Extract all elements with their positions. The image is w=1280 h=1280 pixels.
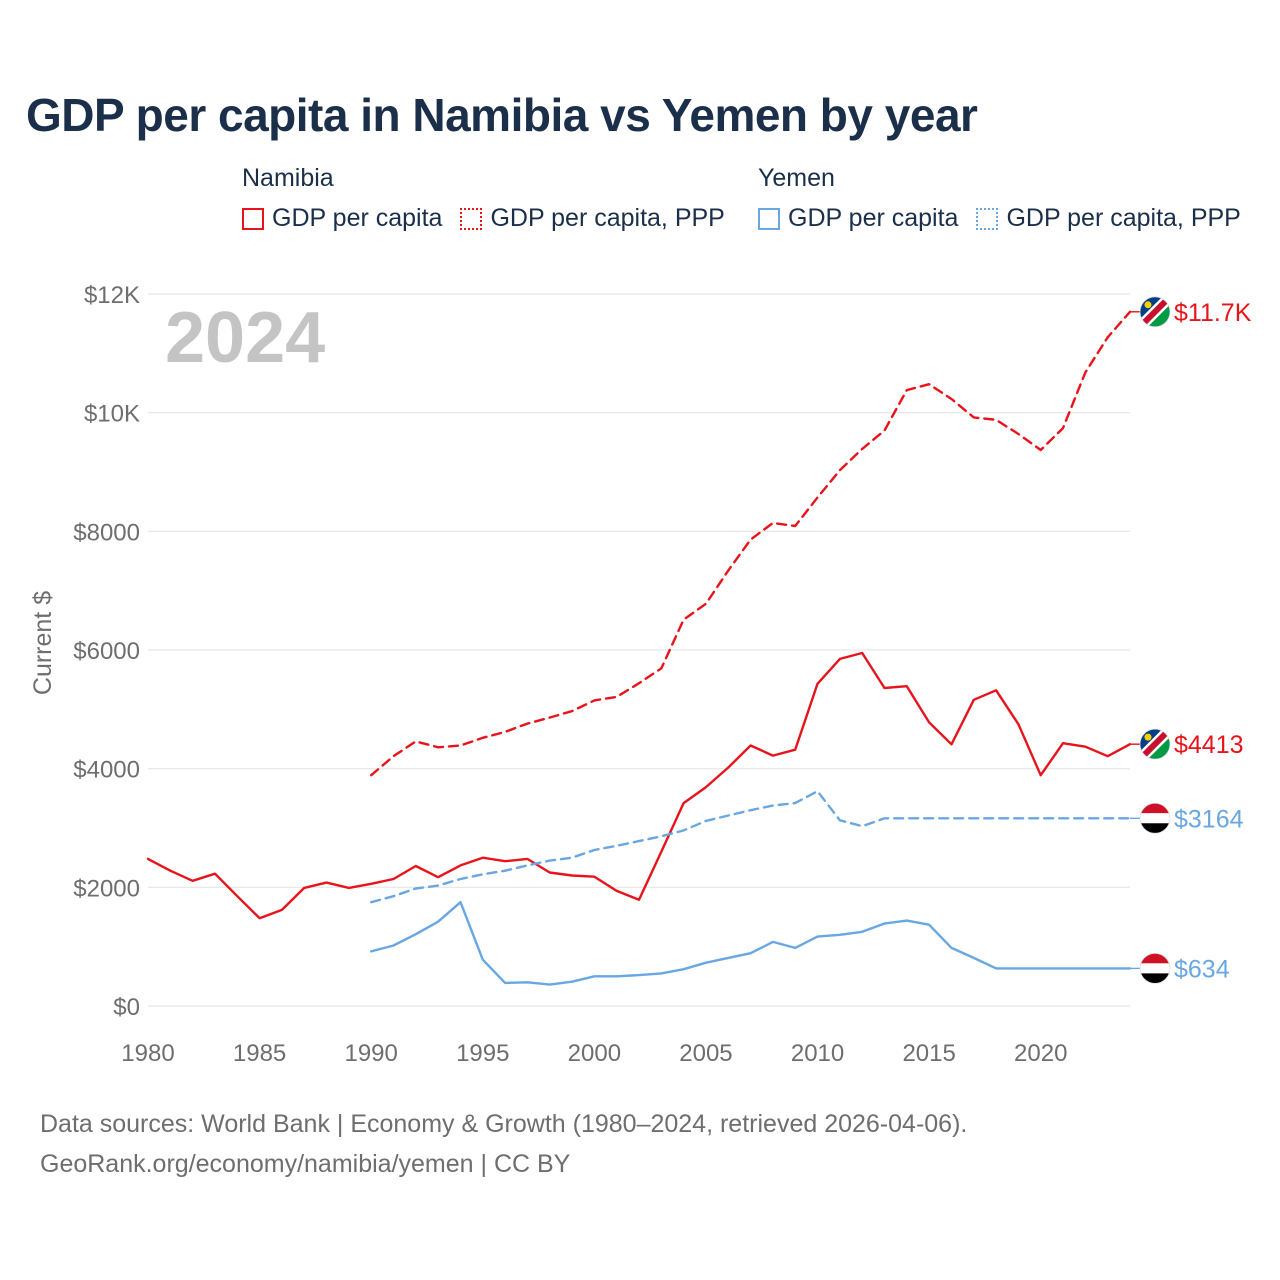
x-tick-label: 1995 [456,1040,509,1067]
axis-layer: $0 $2000 $4000 $6000 $8000 $10K $12K 1980 1985 19… [29,282,1067,1067]
legend-item-yemen-ppp[interactable]: GDP per capita, PPP [976,204,1241,233]
legend-item-label: GDP per capita, PPP [490,204,725,232]
legend-swatch-dotted-icon [976,207,999,230]
legend-group-name: Namibia [242,164,334,192]
legend-swatch-solid-icon [242,207,264,230]
chart-title: GDP per capita in Namibia vs Yemen by ye… [26,89,978,141]
series-layer [146,310,1132,986]
x-tick-label: 1980 [121,1040,174,1067]
legend-swatch-solid-icon [758,207,780,230]
y-tick-label: $0 [113,994,140,1021]
year-watermark: 2024 [165,298,325,378]
legend-item-label: GDP per capita, PPP [1006,204,1241,232]
x-tick-label: 2010 [791,1040,844,1067]
end-value-label: $634 [1174,955,1230,983]
series-line[interactable] [146,651,1132,920]
end-labels: $4413 $11.7K $634 $3164 [1130,296,1252,984]
legend-group-namibia: Namibia GDP per capita GDP per capita, P… [242,162,743,233]
legend-swatch-dotted-icon [460,207,483,230]
namibia-flag-icon [1139,296,1171,328]
x-tick-label: 2015 [902,1040,955,1067]
x-tick-label: 1985 [233,1040,286,1067]
y-tick-label: $12K [84,282,140,309]
legend-item-yemen-gdp[interactable]: GDP per capita [758,204,958,233]
end-value-label: $4413 [1174,731,1244,759]
series-line[interactable] [370,901,1132,986]
y-tick-label: $10K [84,401,140,428]
legend-group-yemen: Yemen GDP per capita GDP per capita, PPP [758,162,1259,233]
grid-layer [148,293,1130,1007]
x-tick-label: 2000 [568,1040,621,1067]
footer-source: Data sources: World Bank | Economy & Gro… [40,1110,968,1138]
series-line[interactable] [370,310,1132,777]
y-tick-label: $8000 [73,519,140,546]
yemen-flag-icon [1139,952,1171,984]
end-value-label: $3164 [1174,805,1244,833]
legend-item-namibia-gdp[interactable]: GDP per capita [242,204,442,233]
legend-item-namibia-ppp[interactable]: GDP per capita, PPP [460,204,725,233]
x-tick-label: 1990 [344,1040,397,1067]
yemen-flag-icon [1139,802,1171,834]
y-tick-label: $6000 [73,638,140,665]
y-tick-label: $2000 [73,875,140,902]
y-axis-label: Current $ [29,591,57,695]
end-value-label: $11.7K [1174,299,1252,327]
y-tick-label: $4000 [73,757,140,784]
legend-group-name: Yemen [758,164,835,192]
legend-item-label: GDP per capita [272,204,443,232]
series-line[interactable] [370,790,1132,904]
legend-item-label: GDP per capita [788,204,959,232]
footer-credit: GeoRank.org/economy/namibia/yemen | CC B… [40,1150,571,1178]
namibia-flag-icon [1139,728,1171,760]
footer: Data sources: World Bank | Economy & Gro… [40,1104,967,1184]
x-tick-label: 2005 [679,1040,732,1067]
x-tick-label: 2020 [1014,1040,1067,1067]
